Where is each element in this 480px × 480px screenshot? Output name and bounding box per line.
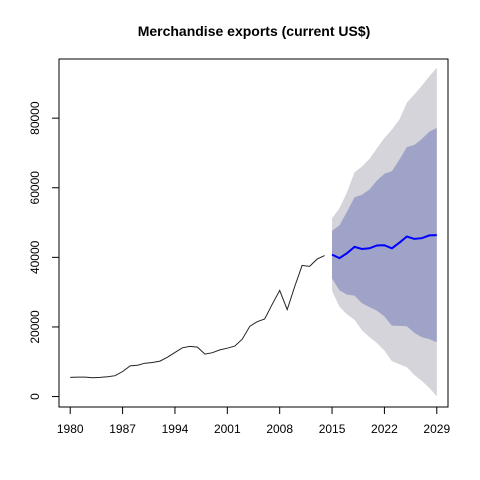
x-axis: 1980 1987 1994 2001 2008 2015 2022 2029 [57,406,450,436]
x-tick-label: 2008 [266,422,293,436]
x-tick-label: 1994 [162,422,189,436]
x-tick-label: 2001 [214,422,241,436]
y-tick-label: 60000 [28,171,42,205]
y-tick-label: 0 [28,393,42,400]
y-tick-label: 20000 [28,310,42,344]
y-tick-label: 40000 [28,240,42,274]
chart-title: Merchandise exports (current US$) [138,23,371,39]
forecast-line [331,234,437,260]
x-tick-label: 2029 [423,422,450,436]
band-80 [332,127,437,343]
history-line [70,255,325,379]
series-lines [70,234,437,379]
forecast-bands [332,67,437,397]
x-tick-label: 2015 [319,422,346,436]
y-axis: 0 20000 40000 60000 80000 [28,101,60,400]
x-tick-label: 1980 [57,422,84,436]
y-tick-label: 80000 [28,101,42,135]
x-tick-label: 1987 [109,422,136,436]
x-tick-label: 2022 [371,422,398,436]
